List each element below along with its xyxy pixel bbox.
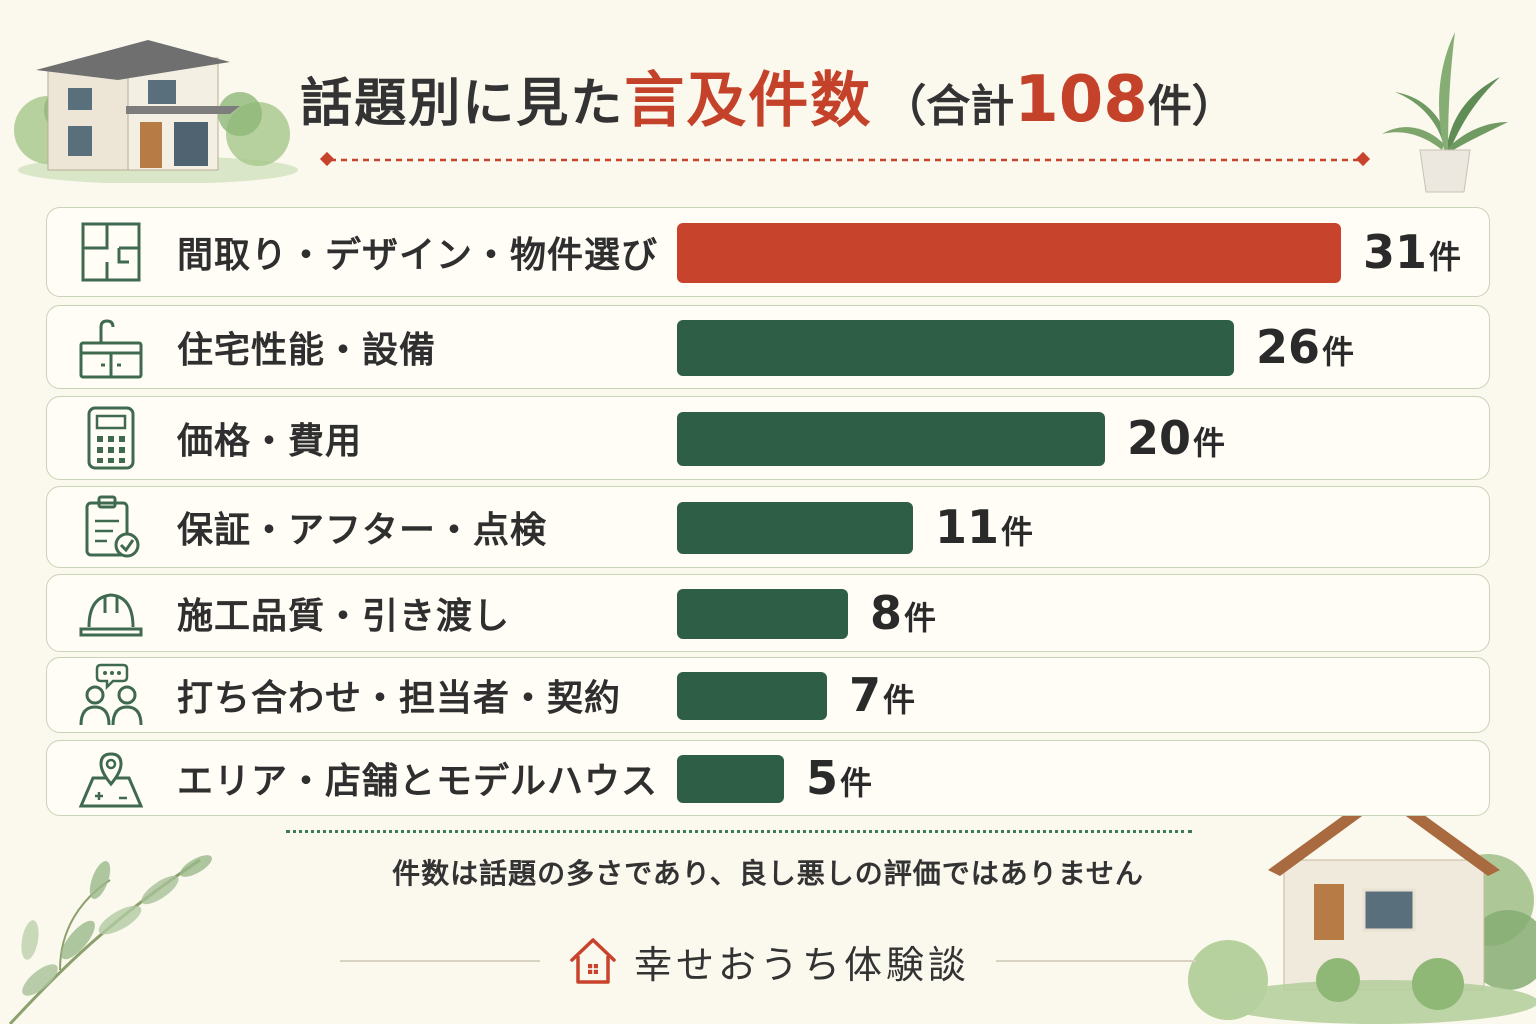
bar-value: 11	[935, 500, 1000, 554]
bar-row: 間取り・デザイン・物件選び 31件	[46, 207, 1490, 297]
bar-label: 住宅性能・設備	[177, 330, 437, 371]
bar	[677, 320, 1234, 376]
bar-value-label: 20件	[1127, 411, 1225, 465]
bar-value: 20	[1127, 411, 1192, 465]
kitchen-sink-icon	[79, 319, 143, 379]
title-part3: （合計	[882, 81, 1015, 132]
house-logo-icon	[570, 938, 616, 984]
bar-row: 打ち合わせ・担当者・契約 7件	[46, 657, 1490, 733]
bar	[677, 672, 827, 720]
bar-value-unit: 件	[1429, 238, 1462, 276]
bar-value-label: 31件	[1363, 225, 1461, 279]
map-pin-icon	[78, 752, 144, 808]
footnote-divider	[286, 830, 1192, 833]
bar-value-label: 8件	[870, 586, 936, 640]
bar-value-unit: 件	[1322, 333, 1355, 371]
calculator-icon	[87, 406, 135, 470]
brand-line-left	[339, 960, 540, 962]
bar-value: 8	[870, 586, 903, 640]
people-chat-icon	[79, 663, 143, 726]
bar-value-unit: 件	[1193, 424, 1226, 462]
bar-row: 価格・費用 20件	[46, 396, 1490, 480]
footnote: 件数は話題の多さであり、良し悪しの評価ではありません	[392, 857, 1144, 890]
branch-illustration-bottom-left	[8, 855, 212, 1024]
house-illustration-bottom-right	[1188, 786, 1536, 1024]
bar	[677, 223, 1341, 283]
bar-label: 打ち合わせ・担当者・契約	[177, 678, 622, 719]
title-part1: 話題別に見た	[300, 74, 625, 134]
bar-value: 26	[1256, 320, 1321, 374]
bar-value-unit: 件	[1001, 513, 1034, 551]
title-part2: 言及件数	[624, 66, 873, 136]
chart-title: 話題別に見た 言及件数 （合計 108 件）	[0, 52, 1536, 142]
brand-line-right	[996, 960, 1196, 962]
bar-label: 保証・アフター・点検	[177, 510, 548, 551]
bar-label: エリア・店舗とモデルハウス	[177, 761, 659, 802]
bar-value-label: 26件	[1256, 320, 1354, 374]
bar-value-unit: 件	[840, 764, 873, 802]
bar-label: 間取り・デザイン・物件選び	[177, 235, 659, 276]
title-part5: 件）	[1147, 81, 1236, 132]
title-divider	[319, 151, 1371, 167]
bar-row: 施工品質・引き渡し 8件	[46, 574, 1490, 652]
bar-row: エリア・店舗とモデルハウス 5件	[46, 740, 1490, 816]
bar-label: 施工品質・引き渡し	[177, 596, 511, 637]
bar-value-label: 5件	[806, 751, 872, 805]
bar-value: 7	[849, 668, 882, 722]
bar-label: 価格・費用	[177, 421, 363, 462]
bar	[677, 755, 784, 803]
plant-illustration-top-right	[1382, 32, 1508, 193]
bar	[677, 589, 848, 639]
house-illustration-top-left	[14, 40, 298, 183]
bar-row: 保証・アフター・点検 11件	[46, 486, 1490, 568]
bar-value: 31	[1363, 225, 1428, 279]
brand-name: 幸せおうち体験談	[633, 942, 970, 987]
hard-hat-icon	[79, 593, 143, 637]
bar-value-unit: 件	[904, 599, 937, 637]
floorplan-icon	[81, 222, 141, 282]
bar-row: 住宅性能・設備 26件	[46, 305, 1490, 389]
brand-footer: 幸せおうち体験談	[0, 926, 1536, 996]
title-total: 108	[1014, 63, 1148, 137]
clipboard-check-icon	[85, 495, 140, 558]
bar-value-unit: 件	[883, 681, 916, 719]
bar	[677, 502, 913, 554]
bar-value-label: 7件	[849, 668, 915, 722]
bar-value: 5	[806, 751, 839, 805]
bar-value-label: 11件	[935, 500, 1033, 554]
bar	[677, 412, 1105, 466]
